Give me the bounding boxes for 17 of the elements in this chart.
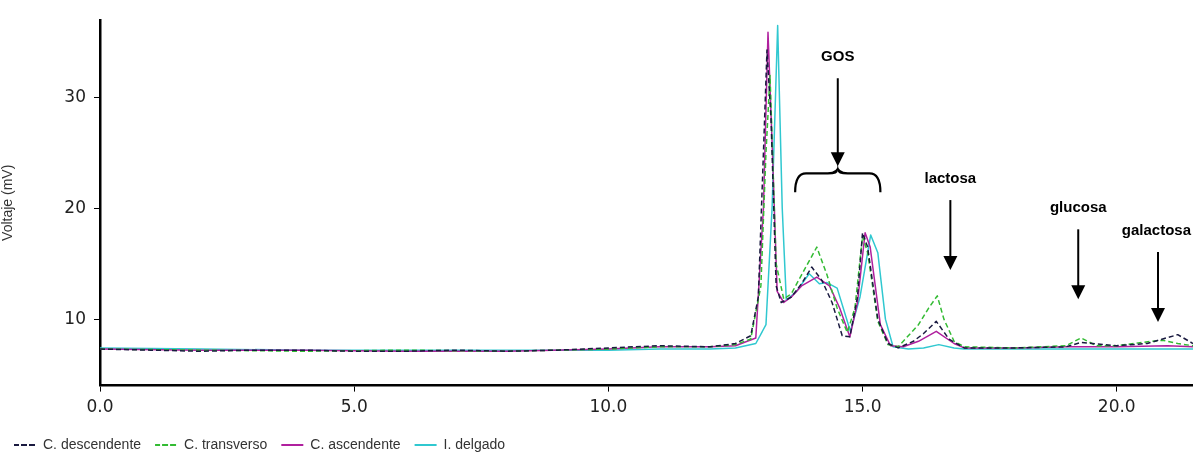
annotation: galactosa: [1121, 220, 1192, 238]
annotation: lactosa: [924, 168, 977, 186]
x-tick-label: 20.0: [1097, 396, 1136, 417]
legend-label: C. transverso: [184, 435, 268, 452]
annotation: glucosa: [1049, 197, 1108, 215]
x-tick-label: 10.0: [589, 396, 628, 417]
y-tick-label: 20: [64, 196, 86, 217]
y-axis-title: Voltaje (mV): [0, 164, 16, 241]
x-tick-label: 5.0: [340, 396, 368, 417]
x-tick-label: 15.0: [843, 396, 882, 417]
y-tick-label: 30: [64, 85, 86, 106]
legend-label: C. descendente: [43, 435, 142, 452]
legend-label: C. ascendente: [310, 435, 401, 452]
y-tick-label: 10: [64, 307, 86, 328]
annotation: GOS: [821, 46, 855, 64]
x-tick-label: 0.0: [86, 396, 114, 417]
legend-label: I. delgado: [443, 435, 506, 452]
